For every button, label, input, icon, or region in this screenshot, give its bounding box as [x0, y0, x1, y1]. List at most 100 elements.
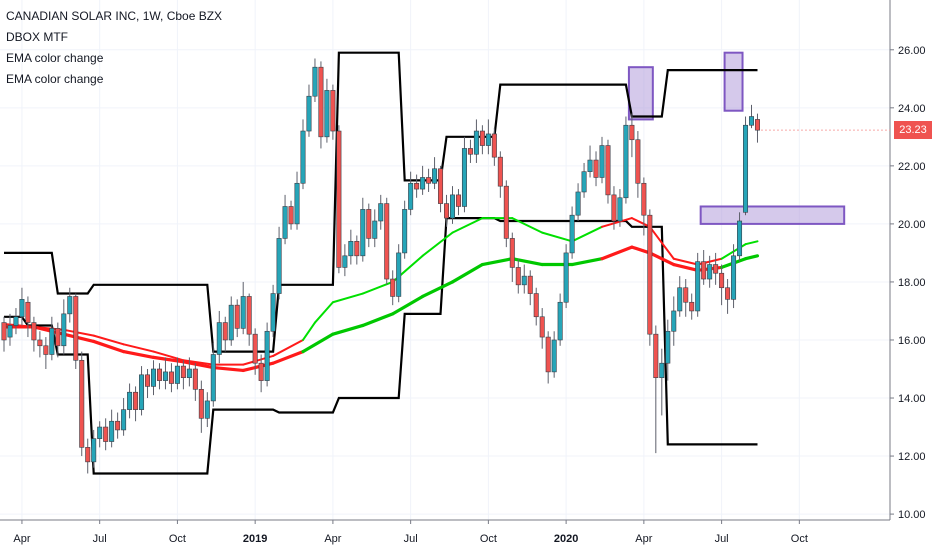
candle-body [420, 177, 426, 190]
candle-body [378, 203, 384, 222]
candle-body [641, 182, 647, 216]
candle-body [623, 124, 629, 199]
candle-body [396, 252, 402, 297]
candle-body [198, 389, 204, 419]
candle-body [521, 275, 527, 286]
x-tick-label: Jul [93, 533, 107, 545]
ema-slow-segment [211, 365, 245, 373]
candle-body [294, 182, 300, 225]
candle-body [503, 185, 509, 239]
candle-body [402, 209, 408, 254]
legend-item-dbox: DBOX MTF [6, 30, 68, 44]
candle-body [264, 330, 270, 381]
candle-body [19, 299, 25, 318]
candle-body [151, 368, 157, 387]
candle-body [25, 301, 31, 323]
ema-fast-segment [744, 240, 759, 246]
candle-body [37, 339, 43, 347]
candle-body [1, 322, 7, 341]
candle-body [270, 293, 276, 332]
ema-slow-segment [271, 349, 305, 365]
ema-fast-segment [272, 338, 304, 357]
candle-body [67, 296, 73, 315]
candle-body [455, 194, 461, 207]
candle-body [133, 391, 139, 410]
ema-fast-segment [92, 334, 125, 346]
candle-body [324, 90, 330, 138]
candle-body [258, 362, 264, 381]
candle-body [491, 133, 497, 158]
candle-body [408, 182, 414, 210]
highlight-boxes [627, 51, 846, 225]
candle-body [336, 130, 342, 268]
candle-body [216, 322, 222, 355]
candle-body [13, 316, 19, 326]
ema-fast-segment [313, 301, 334, 324]
ema-fast-segment [601, 217, 633, 228]
ema-slow-segment [121, 349, 156, 359]
ema-slow-segment [92, 339, 126, 354]
ema-slow-segment [510, 257, 544, 267]
y-tick-label: 20.00 [898, 219, 926, 231]
candle-body [61, 313, 67, 347]
ema-slow-segment [480, 257, 514, 267]
candle-body [748, 116, 754, 126]
ema-lines [2, 217, 760, 373]
candle-body [192, 368, 198, 390]
highlight-box [627, 66, 654, 121]
ema-slow-segment [672, 262, 700, 272]
ema-slow-segment [570, 257, 604, 267]
candle-body [222, 322, 228, 341]
ema-slow-segment [62, 332, 96, 344]
ema-slow-segment [743, 254, 760, 261]
highlight-box [699, 205, 846, 225]
y-tick-label: 22.00 [898, 161, 926, 173]
candle-body [174, 365, 180, 384]
x-tick-label: Oct [169, 533, 186, 545]
candle-body [449, 194, 455, 219]
ema-slow-segment [151, 355, 185, 364]
candle-body [467, 148, 473, 155]
ema-fast-segment [511, 217, 544, 234]
candle-body [461, 148, 467, 207]
candle-body [635, 139, 641, 184]
candle-body [485, 133, 491, 146]
ema-fast-segment [152, 350, 185, 362]
candle-body [390, 278, 396, 297]
candle-body [186, 368, 192, 379]
candle-body [509, 238, 515, 268]
candle-body [103, 426, 109, 442]
legend-title: CANADIAN SOLAR INC, 1W, Cboe BZX [6, 9, 223, 23]
x-tick-label: Apr [324, 533, 341, 545]
candle-body [444, 203, 450, 219]
ema-slow-segment [648, 251, 676, 267]
candle-body [719, 272, 725, 289]
candle-body [384, 203, 390, 280]
candle-body [79, 359, 85, 448]
x-tick-label: Apr [635, 533, 652, 545]
ema-slow-segment [450, 262, 484, 284]
legend: CANADIAN SOLAR INC, 1W, Cboe BZX DBOX MT… [6, 6, 222, 90]
candle-body [725, 287, 731, 300]
candle-body [156, 368, 162, 381]
candle-body [569, 214, 575, 254]
candle-body [629, 124, 635, 141]
candle-body [581, 171, 587, 193]
candle-body [7, 325, 13, 338]
candle-body [754, 119, 760, 131]
last-price-tag: 23.23 [894, 121, 932, 140]
ema-fast-segment [672, 257, 699, 266]
candle-body [653, 333, 659, 379]
candle-body [731, 255, 737, 300]
candle-body [330, 90, 336, 132]
candle-body [587, 159, 593, 172]
candle-body [276, 238, 282, 294]
x-tick-label: Oct [480, 533, 497, 545]
candle-body [312, 66, 318, 97]
candle-body [707, 264, 713, 280]
candle-body [342, 255, 348, 268]
candle-body [97, 426, 103, 439]
ema-fast-segment [182, 359, 215, 366]
y-tick-label: 24.00 [898, 103, 926, 115]
